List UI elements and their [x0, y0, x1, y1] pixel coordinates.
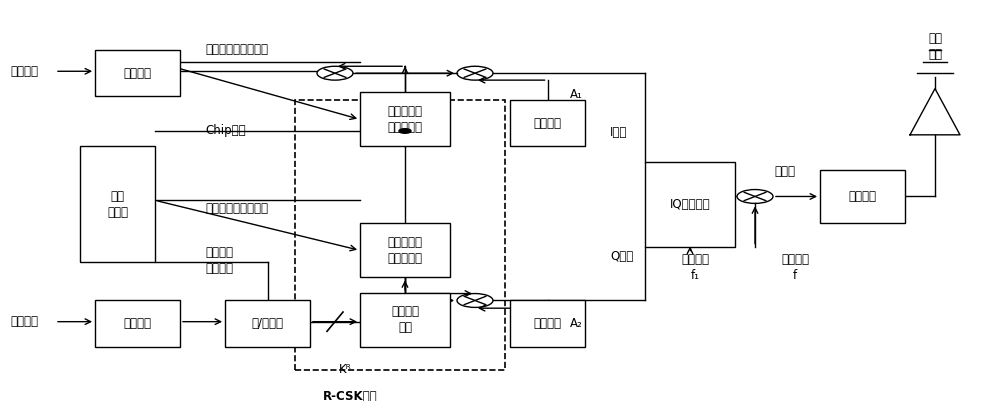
Text: 基本电文码周期时钟: 基本电文码周期时钟 [205, 43, 268, 56]
Text: 扩展电文扩
频码发生器: 扩展电文扩 频码发生器 [387, 236, 422, 265]
Text: A₁: A₁ [570, 88, 583, 101]
Text: 发射
天线: 发射 天线 [928, 32, 942, 61]
Text: Q支路: Q支路 [610, 250, 633, 263]
Text: 功率配比: 功率配比 [534, 317, 562, 330]
Circle shape [399, 129, 411, 133]
Text: 功率配比: 功率配比 [534, 117, 562, 130]
Text: 基本电文扩
频码发生器: 基本电文扩 频码发生器 [387, 105, 422, 134]
FancyBboxPatch shape [360, 93, 450, 146]
FancyBboxPatch shape [510, 300, 585, 347]
FancyBboxPatch shape [360, 223, 450, 277]
Text: Chip时钟: Chip时钟 [205, 124, 246, 138]
FancyBboxPatch shape [80, 146, 155, 262]
FancyBboxPatch shape [225, 300, 310, 347]
FancyBboxPatch shape [95, 50, 180, 96]
Text: Kᴿ: Kᴿ [339, 363, 351, 376]
Text: A₂: A₂ [570, 317, 583, 330]
FancyBboxPatch shape [95, 300, 180, 347]
Text: 射频载波
f⁣: 射频载波 f⁣ [781, 253, 809, 282]
FancyBboxPatch shape [360, 293, 450, 347]
Text: 信道编码: 信道编码 [124, 67, 152, 80]
Text: 串/并转换: 串/并转换 [252, 317, 284, 330]
Text: I支路: I支路 [610, 126, 627, 140]
Text: 上变频: 上变频 [774, 165, 796, 178]
Text: 扩展电文
符号时钟: 扩展电文 符号时钟 [205, 245, 233, 275]
Text: R-CSK调制: R-CSK调制 [323, 390, 377, 401]
Text: 信道编码: 信道编码 [124, 317, 152, 330]
Text: 功率放大: 功率放大 [848, 190, 876, 203]
Text: 扩展电文码周期时钟: 扩展电文码周期时钟 [205, 202, 268, 215]
Text: 相位选择
模块: 相位选择 模块 [391, 305, 419, 334]
FancyBboxPatch shape [510, 100, 585, 146]
Text: 扩展电文: 扩展电文 [10, 315, 38, 328]
Text: 中频载波
f₁: 中频载波 f₁ [681, 253, 709, 282]
FancyBboxPatch shape [820, 170, 905, 223]
Text: 时序
发生器: 时序 发生器 [107, 190, 128, 219]
FancyBboxPatch shape [645, 162, 735, 247]
Text: 基本电文: 基本电文 [10, 65, 38, 78]
Text: IQ正交调制: IQ正交调制 [670, 198, 710, 211]
